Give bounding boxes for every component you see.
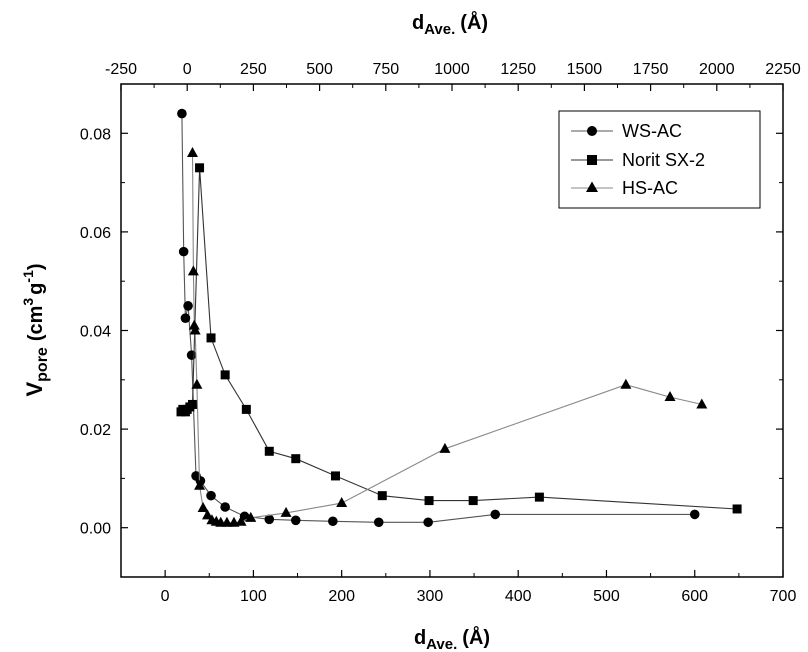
x2-tick-label: 0 (183, 61, 192, 78)
data-point-ws-ac (423, 517, 433, 527)
data-point-ws-ac (374, 517, 384, 527)
data-point-ws-ac (187, 350, 197, 360)
data-point-ws-ac (328, 516, 338, 526)
data-point-ws-ac (206, 491, 216, 501)
x2-tick-label: 750 (372, 61, 399, 78)
data-point-norit-sx-2 (221, 370, 230, 379)
y-axis-title-sub: pore (34, 347, 51, 382)
data-point-norit-sx-2 (242, 405, 251, 414)
y-tick-label: 0.08 (80, 126, 111, 143)
data-point-norit-sx-2 (188, 400, 197, 409)
x-axis-title-unit: (Å) (462, 625, 490, 649)
legend-label-norit: Norit SX-2 (622, 150, 705, 170)
x2-tick-label: 500 (306, 61, 333, 78)
data-point-ws-ac (183, 301, 193, 311)
data-point-hs-ac (620, 379, 631, 389)
data-point-norit-sx-2 (733, 504, 742, 513)
x-tick-label: 0 (161, 588, 170, 605)
y-tick-label: 0.00 (80, 521, 111, 538)
x-axis-title-sub: Ave. (426, 636, 457, 652)
data-point-ws-ac (181, 313, 191, 323)
data-point-hs-ac (187, 147, 198, 157)
y-tick-label: 0.04 (80, 324, 111, 341)
data-point-hs-ac (336, 497, 347, 507)
series-line-norit-sx-2 (181, 168, 737, 509)
x2-tick-label: 250 (240, 61, 267, 78)
x2-tick-label: 1000 (434, 61, 470, 78)
y-axis-title-mid: g (25, 283, 47, 295)
data-point-norit-sx-2 (469, 496, 478, 505)
data-point-ws-ac (220, 502, 230, 512)
data-point-ws-ac (177, 109, 187, 119)
data-point-norit-sx-2 (265, 447, 274, 456)
legend-label-ws-ac: WS-AC (622, 121, 682, 141)
y-tick-label: 0.06 (80, 225, 111, 242)
data-point-ws-ac (179, 247, 189, 257)
x-tick-label: 400 (505, 588, 532, 605)
x2-tick-label: -250 (105, 61, 137, 78)
x-tick-label: 500 (593, 588, 620, 605)
x-tick-label: 200 (328, 588, 355, 605)
data-point-hs-ac (188, 265, 199, 275)
x2-axis-title-sub: Ave. (424, 21, 455, 38)
y-axis-title-unit-open: (cm (25, 306, 47, 342)
data-point-norit-sx-2 (535, 493, 544, 502)
x2-tick-label: 1500 (567, 61, 603, 78)
y-tick-label: 0.02 (80, 422, 111, 439)
x2-axis-title: dAve. (Å) (412, 10, 488, 38)
series-norit-sx-2 (177, 163, 742, 513)
y-axis-title-sup1: 3 (20, 298, 36, 306)
x-tick-label: 300 (417, 588, 444, 605)
x-axis-title: dAve. (Å) (414, 625, 490, 652)
y-axis-title-unit-close: ) (25, 263, 47, 270)
data-point-norit-sx-2 (331, 471, 340, 480)
data-point-norit-sx-2 (425, 496, 434, 505)
x2-tick-label: 1750 (633, 61, 669, 78)
legend-label-hs-ac: HS-AC (622, 178, 678, 198)
data-point-ws-ac (690, 510, 700, 520)
y-axis-title: Vpore (cm3 g-1) (20, 263, 51, 396)
data-point-ws-ac (490, 510, 500, 520)
x2-tick-label: 2250 (765, 61, 801, 78)
y-axis-title-main: V (22, 382, 47, 397)
x2-axis-title-unit: (Å) (460, 10, 488, 34)
legend-marker-norit (587, 155, 597, 165)
data-point-norit-sx-2 (378, 491, 387, 500)
x-tick-label: 600 (681, 588, 708, 605)
data-point-ws-ac (291, 516, 301, 526)
x2-axis-title-main: d (412, 12, 424, 34)
x-tick-label: 100 (240, 588, 267, 605)
x2-tick-label: 1250 (500, 61, 536, 78)
x-axis-title-main: d (414, 627, 426, 649)
legend-marker-ws-ac (587, 126, 597, 136)
legend: WS-AC Norit SX-2 HS-AC (559, 111, 760, 208)
x2-tick-label: 2000 (699, 61, 735, 78)
data-point-norit-sx-2 (195, 163, 204, 172)
y-axis-title-sup2: -1 (20, 270, 36, 283)
data-point-norit-sx-2 (207, 333, 216, 342)
x-tick-label: 700 (770, 588, 797, 605)
data-point-norit-sx-2 (291, 454, 300, 463)
